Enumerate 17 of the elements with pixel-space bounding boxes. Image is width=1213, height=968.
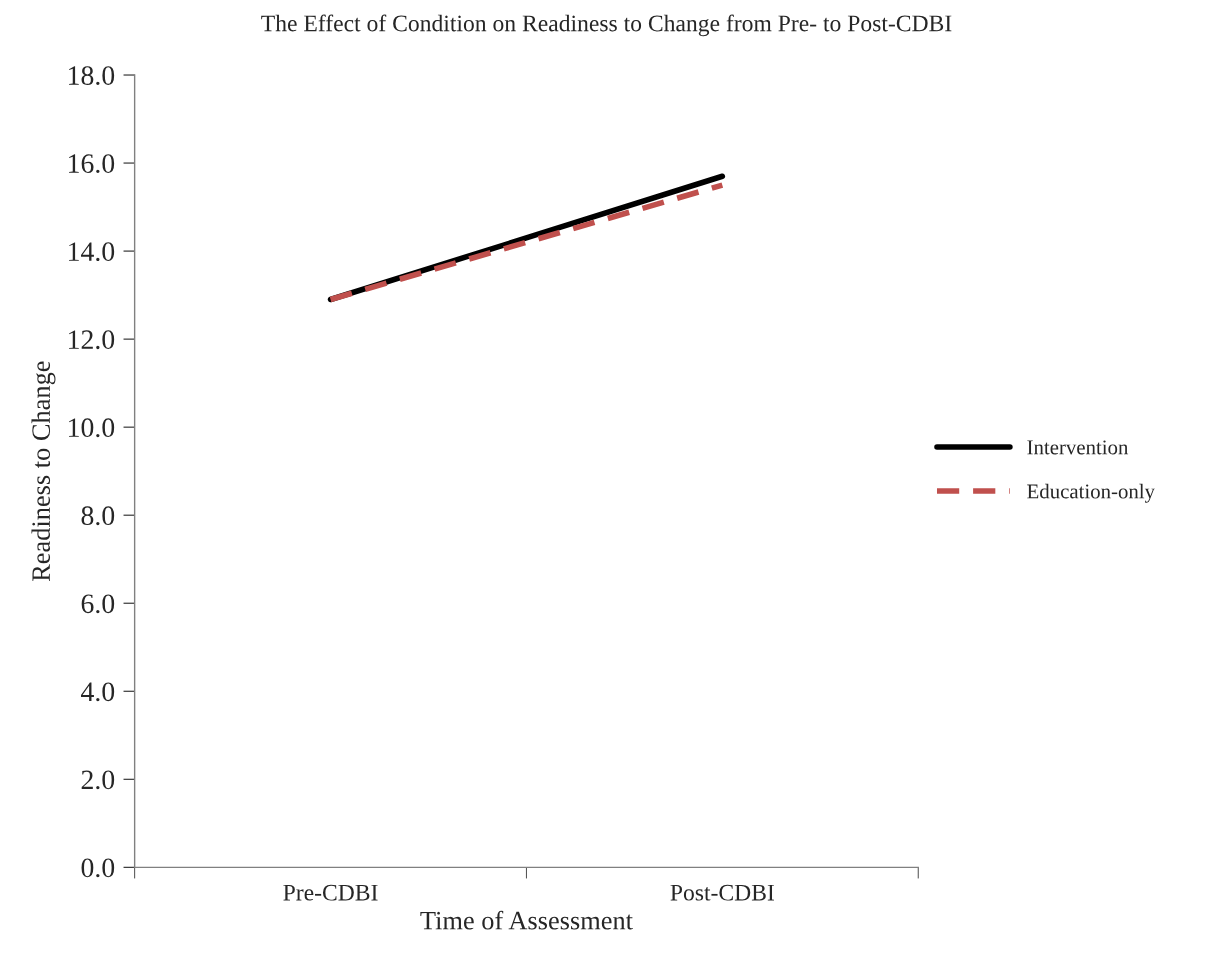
y-tick-label: 6.0 (81, 594, 115, 614)
chart-title: The Effect of Condition on Readiness to Change from Pre- to Post-CDBI (261, 14, 952, 37)
legend-label: Intervention (1027, 440, 1129, 455)
y-tick-label: 16.0 (69, 154, 115, 174)
y-tick-label: 2.0 (81, 770, 115, 790)
y-axis-title: Readiness to Change (31, 361, 56, 582)
x-tick-label: Pre-CDBI (283, 884, 378, 901)
x-axis-title: Time of Assessment (420, 910, 633, 930)
y-tick-label: 18.0 (69, 66, 115, 86)
x-tick-label: Post-CDBI (670, 884, 774, 901)
y-tick-label: 10.0 (69, 418, 115, 438)
y-tick-label: 8.0 (81, 506, 115, 526)
legend-label: Education-only (1027, 483, 1155, 503)
y-tick-label: 0.0 (81, 858, 115, 878)
y-tick-label: 12.0 (69, 330, 115, 350)
y-tick-label: 14.0 (69, 242, 115, 262)
y-tick-label: 4.0 (81, 682, 115, 702)
